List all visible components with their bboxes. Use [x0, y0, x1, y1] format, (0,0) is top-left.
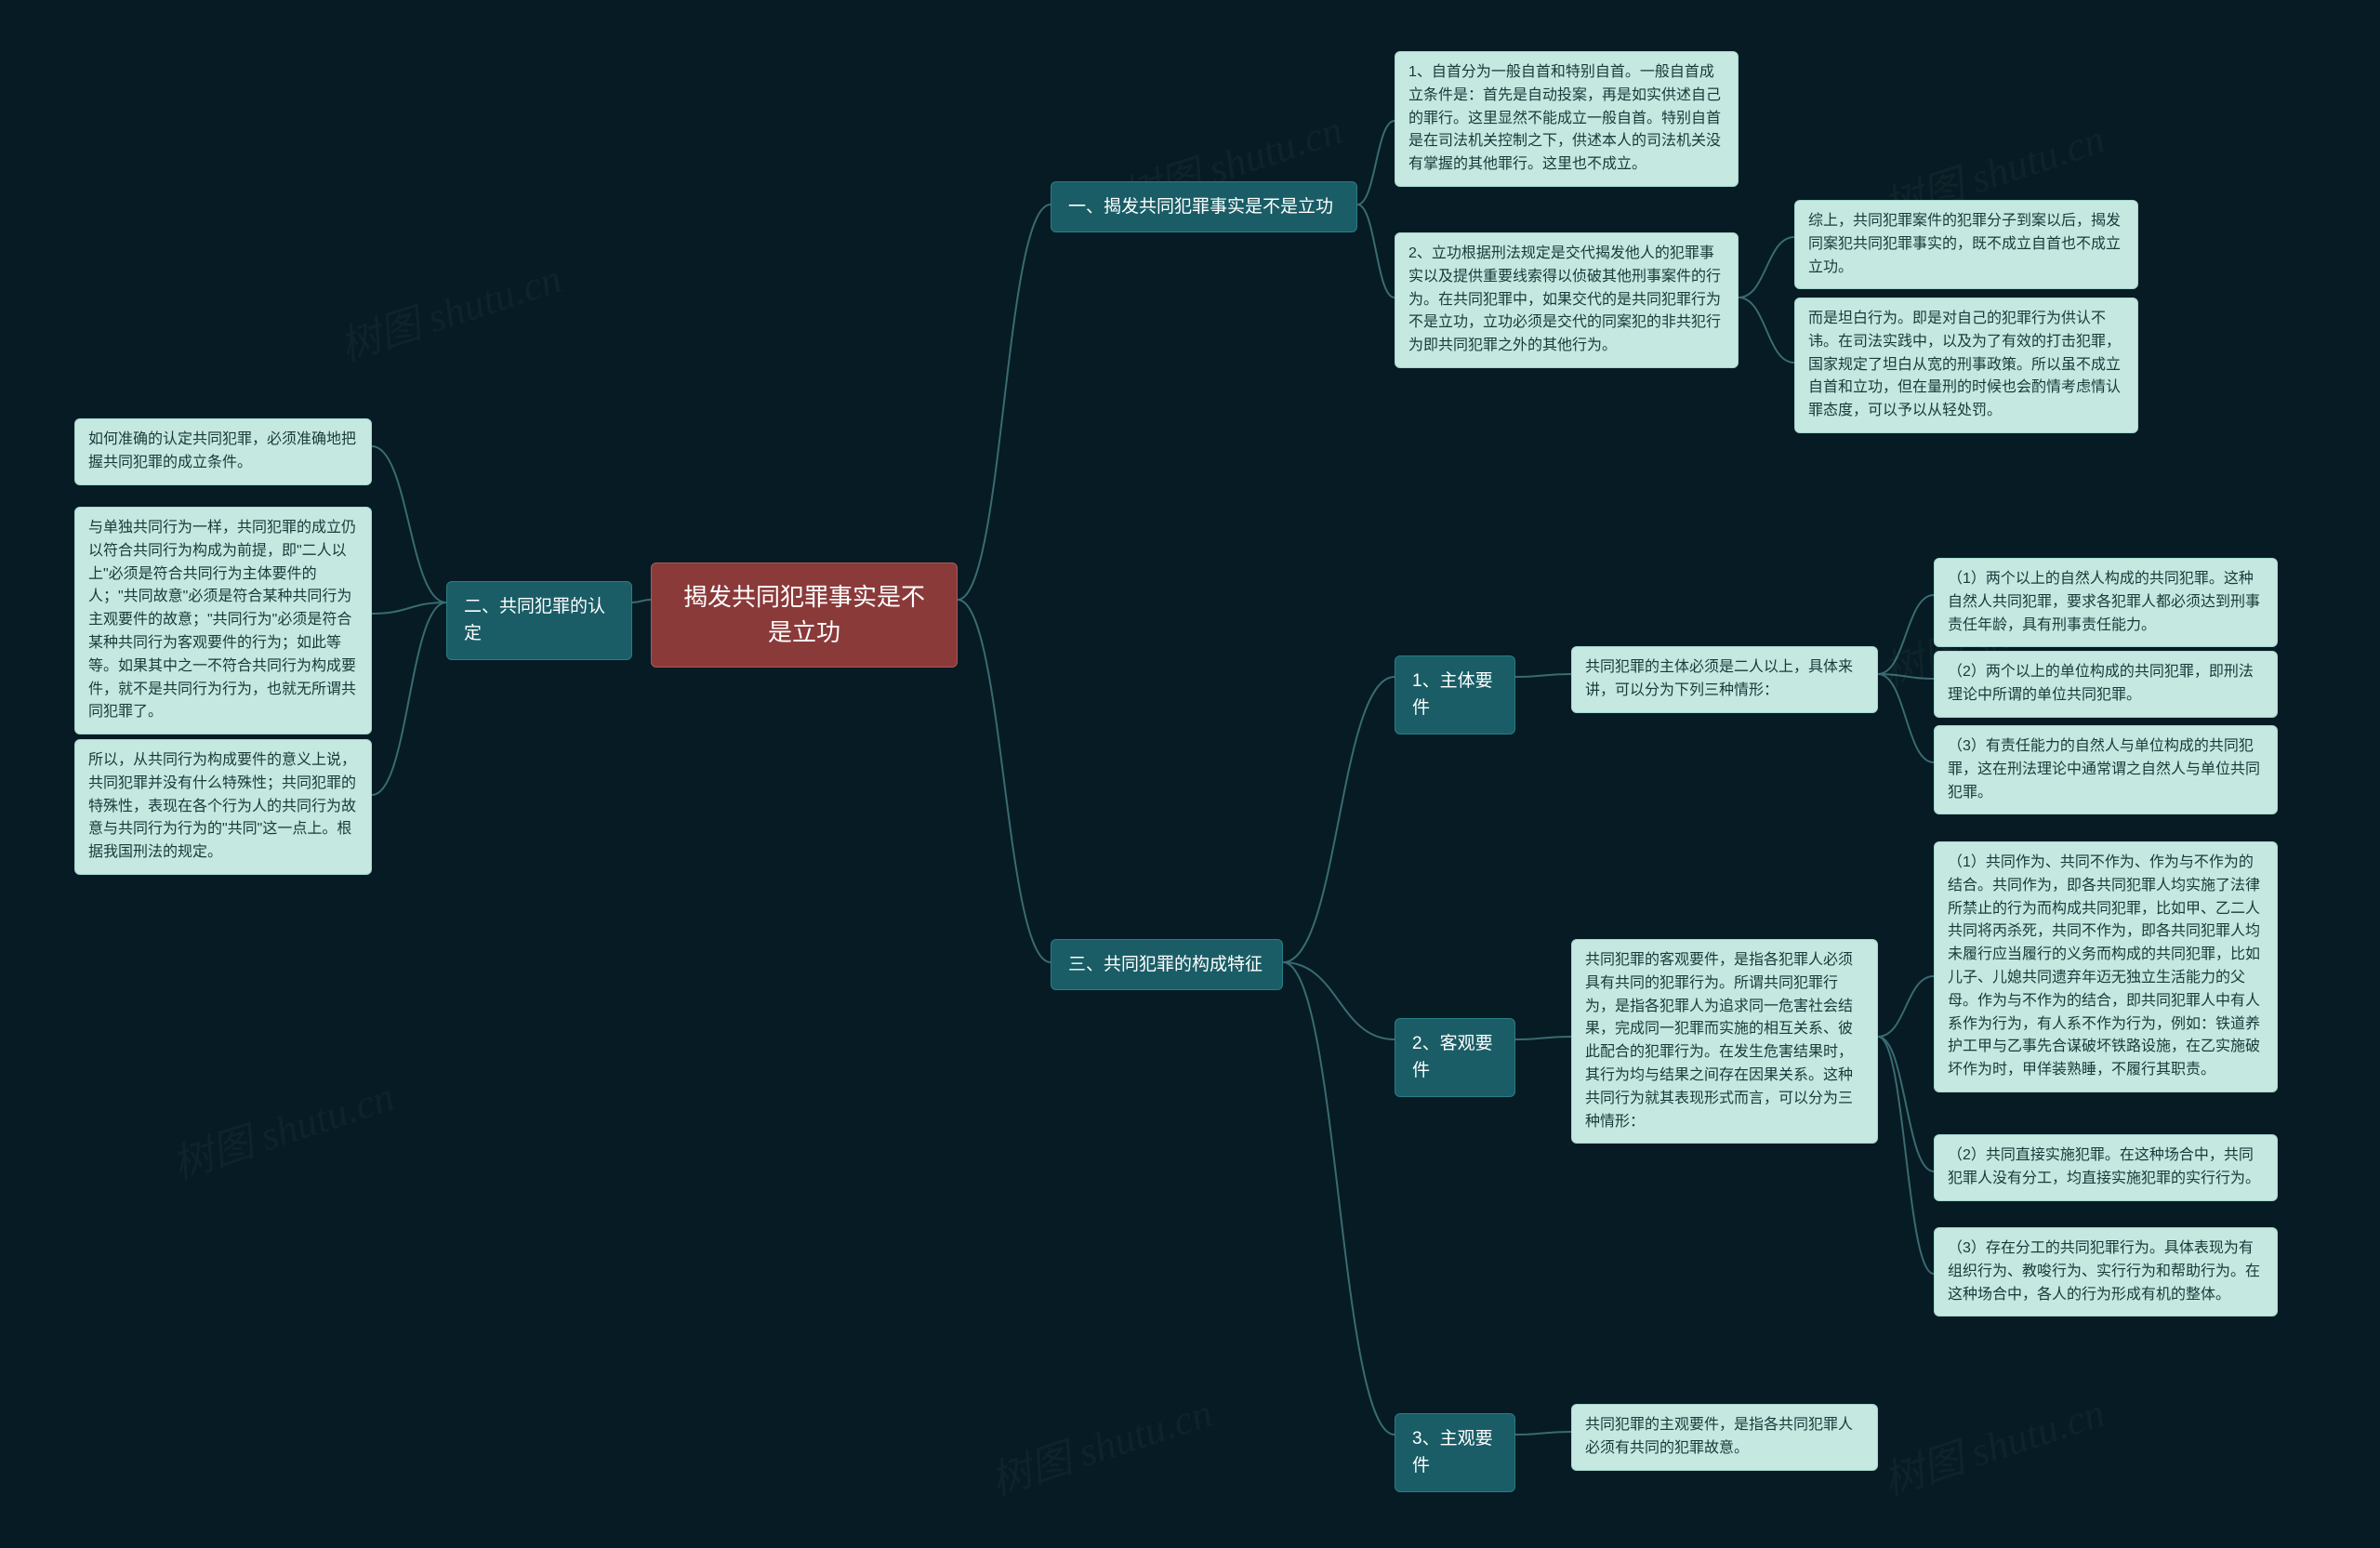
branch-3-2[interactable]: 2、客观要件 — [1395, 1018, 1515, 1097]
leaf-3-2-main[interactable]: 共同犯罪的客观要件，是指各犯罪人必须具有共同的犯罪行为。所谓共同犯罪行为，是指各… — [1571, 939, 1878, 1144]
connector — [1878, 595, 1934, 674]
connector — [1357, 205, 1395, 298]
leaf-3-3-main[interactable]: 共同犯罪的主观要件，是指各共同犯罪人必须有共同的犯罪故意。 — [1571, 1404, 1878, 1471]
connector — [1739, 298, 1794, 363]
connector — [1878, 1037, 1934, 1274]
connector — [1878, 674, 1934, 679]
leaf-1-2-2[interactable]: 而是坦白行为。即是对自己的犯罪行为供认不讳。在司法实践中，以及为了有效的打击犯罪… — [1794, 298, 2138, 433]
connector — [1878, 1037, 1934, 1171]
connector — [1878, 976, 1934, 1037]
connector — [1515, 1432, 1571, 1435]
connector — [1878, 674, 1934, 762]
leaf-3-2-2[interactable]: （2）共同直接实施犯罪。在这种场合中，共同犯罪人没有分工，均直接实施犯罪的实行行… — [1934, 1134, 2278, 1201]
watermark: 树图 shutu.cn — [331, 245, 568, 372]
leaf-3-2-3[interactable]: （3）存在分工的共同犯罪行为。具体表现为有组织行为、教唆行为、实行行为和帮助行为… — [1934, 1227, 2278, 1316]
leaf-1-2[interactable]: 2、立功根据刑法规定是交代揭发他人的犯罪事实以及提供重要线索得以侦破其他刑事案件… — [1395, 232, 1739, 368]
connector — [1739, 237, 1794, 298]
leaf-3-2-1[interactable]: （1）共同作为、共同不作为、作为与不作为的结合。共同作为，即各共同犯罪人均实施了… — [1934, 841, 2278, 1092]
watermark: 树图 shutu.cn — [164, 1063, 401, 1190]
leaf-3-1-main[interactable]: 共同犯罪的主体必须是二人以上，具体来讲，可以分为下列三种情形： — [1571, 646, 1878, 713]
leaf-2-1[interactable]: 如何准确的认定共同犯罪，必须准确地把握共同犯罪的成立条件。 — [74, 418, 372, 485]
connector — [958, 600, 1051, 962]
branch-2[interactable]: 二、共同犯罪的认定 — [446, 581, 632, 660]
connector — [632, 600, 651, 602]
connector — [1515, 674, 1571, 677]
leaf-2-3[interactable]: 所以，从共同行为构成要件的意义上说，共同犯罪并没有什么特殊性；共同犯罪的特殊性，… — [74, 739, 372, 875]
leaf-1-1[interactable]: 1、自首分为一般自首和特别自首。一般自首成立条件是：首先是自动投案，再是如实供述… — [1395, 51, 1739, 187]
leaf-1-2-1[interactable]: 综上，共同犯罪案件的犯罪分子到案以后，揭发同案犯共同犯罪事实的，既不成立自首也不… — [1794, 200, 2138, 289]
connector — [1283, 962, 1395, 1435]
connector — [958, 205, 1051, 600]
branch-3-1[interactable]: 1、主体要件 — [1395, 655, 1515, 734]
leaf-3-1-1[interactable]: （1）两个以上的自然人构成的共同犯罪。这种自然人共同犯罪，要求各犯罪人都必须达到… — [1934, 558, 2278, 647]
connector — [372, 602, 446, 614]
watermark: 树图 shutu.cn — [1874, 1379, 2111, 1506]
connector — [1283, 962, 1395, 1039]
connector — [372, 446, 446, 602]
connector — [1515, 1037, 1571, 1039]
connector — [372, 602, 446, 795]
connector — [1357, 121, 1395, 205]
branch-1[interactable]: 一、揭发共同犯罪事实是不是立功 — [1051, 181, 1357, 232]
leaf-3-1-2[interactable]: （2）两个以上的单位构成的共同犯罪，即刑法理论中所谓的单位共同犯罪。 — [1934, 651, 2278, 718]
leaf-3-1-3[interactable]: （3）有责任能力的自然人与单位构成的共同犯罪，这在刑法理论中通常谓之自然人与单位… — [1934, 725, 2278, 814]
leaf-2-2[interactable]: 与单独共同行为一样，共同犯罪的成立仍以符合共同行为构成为前提，即"二人以上"必须… — [74, 507, 372, 734]
connector — [1283, 677, 1395, 962]
branch-3-3[interactable]: 3、主观要件 — [1395, 1413, 1515, 1492]
branch-3[interactable]: 三、共同犯罪的构成特征 — [1051, 939, 1283, 990]
root-node[interactable]: 揭发共同犯罪事实是不是立功 — [651, 562, 958, 668]
watermark: 树图 shutu.cn — [982, 1379, 1219, 1506]
